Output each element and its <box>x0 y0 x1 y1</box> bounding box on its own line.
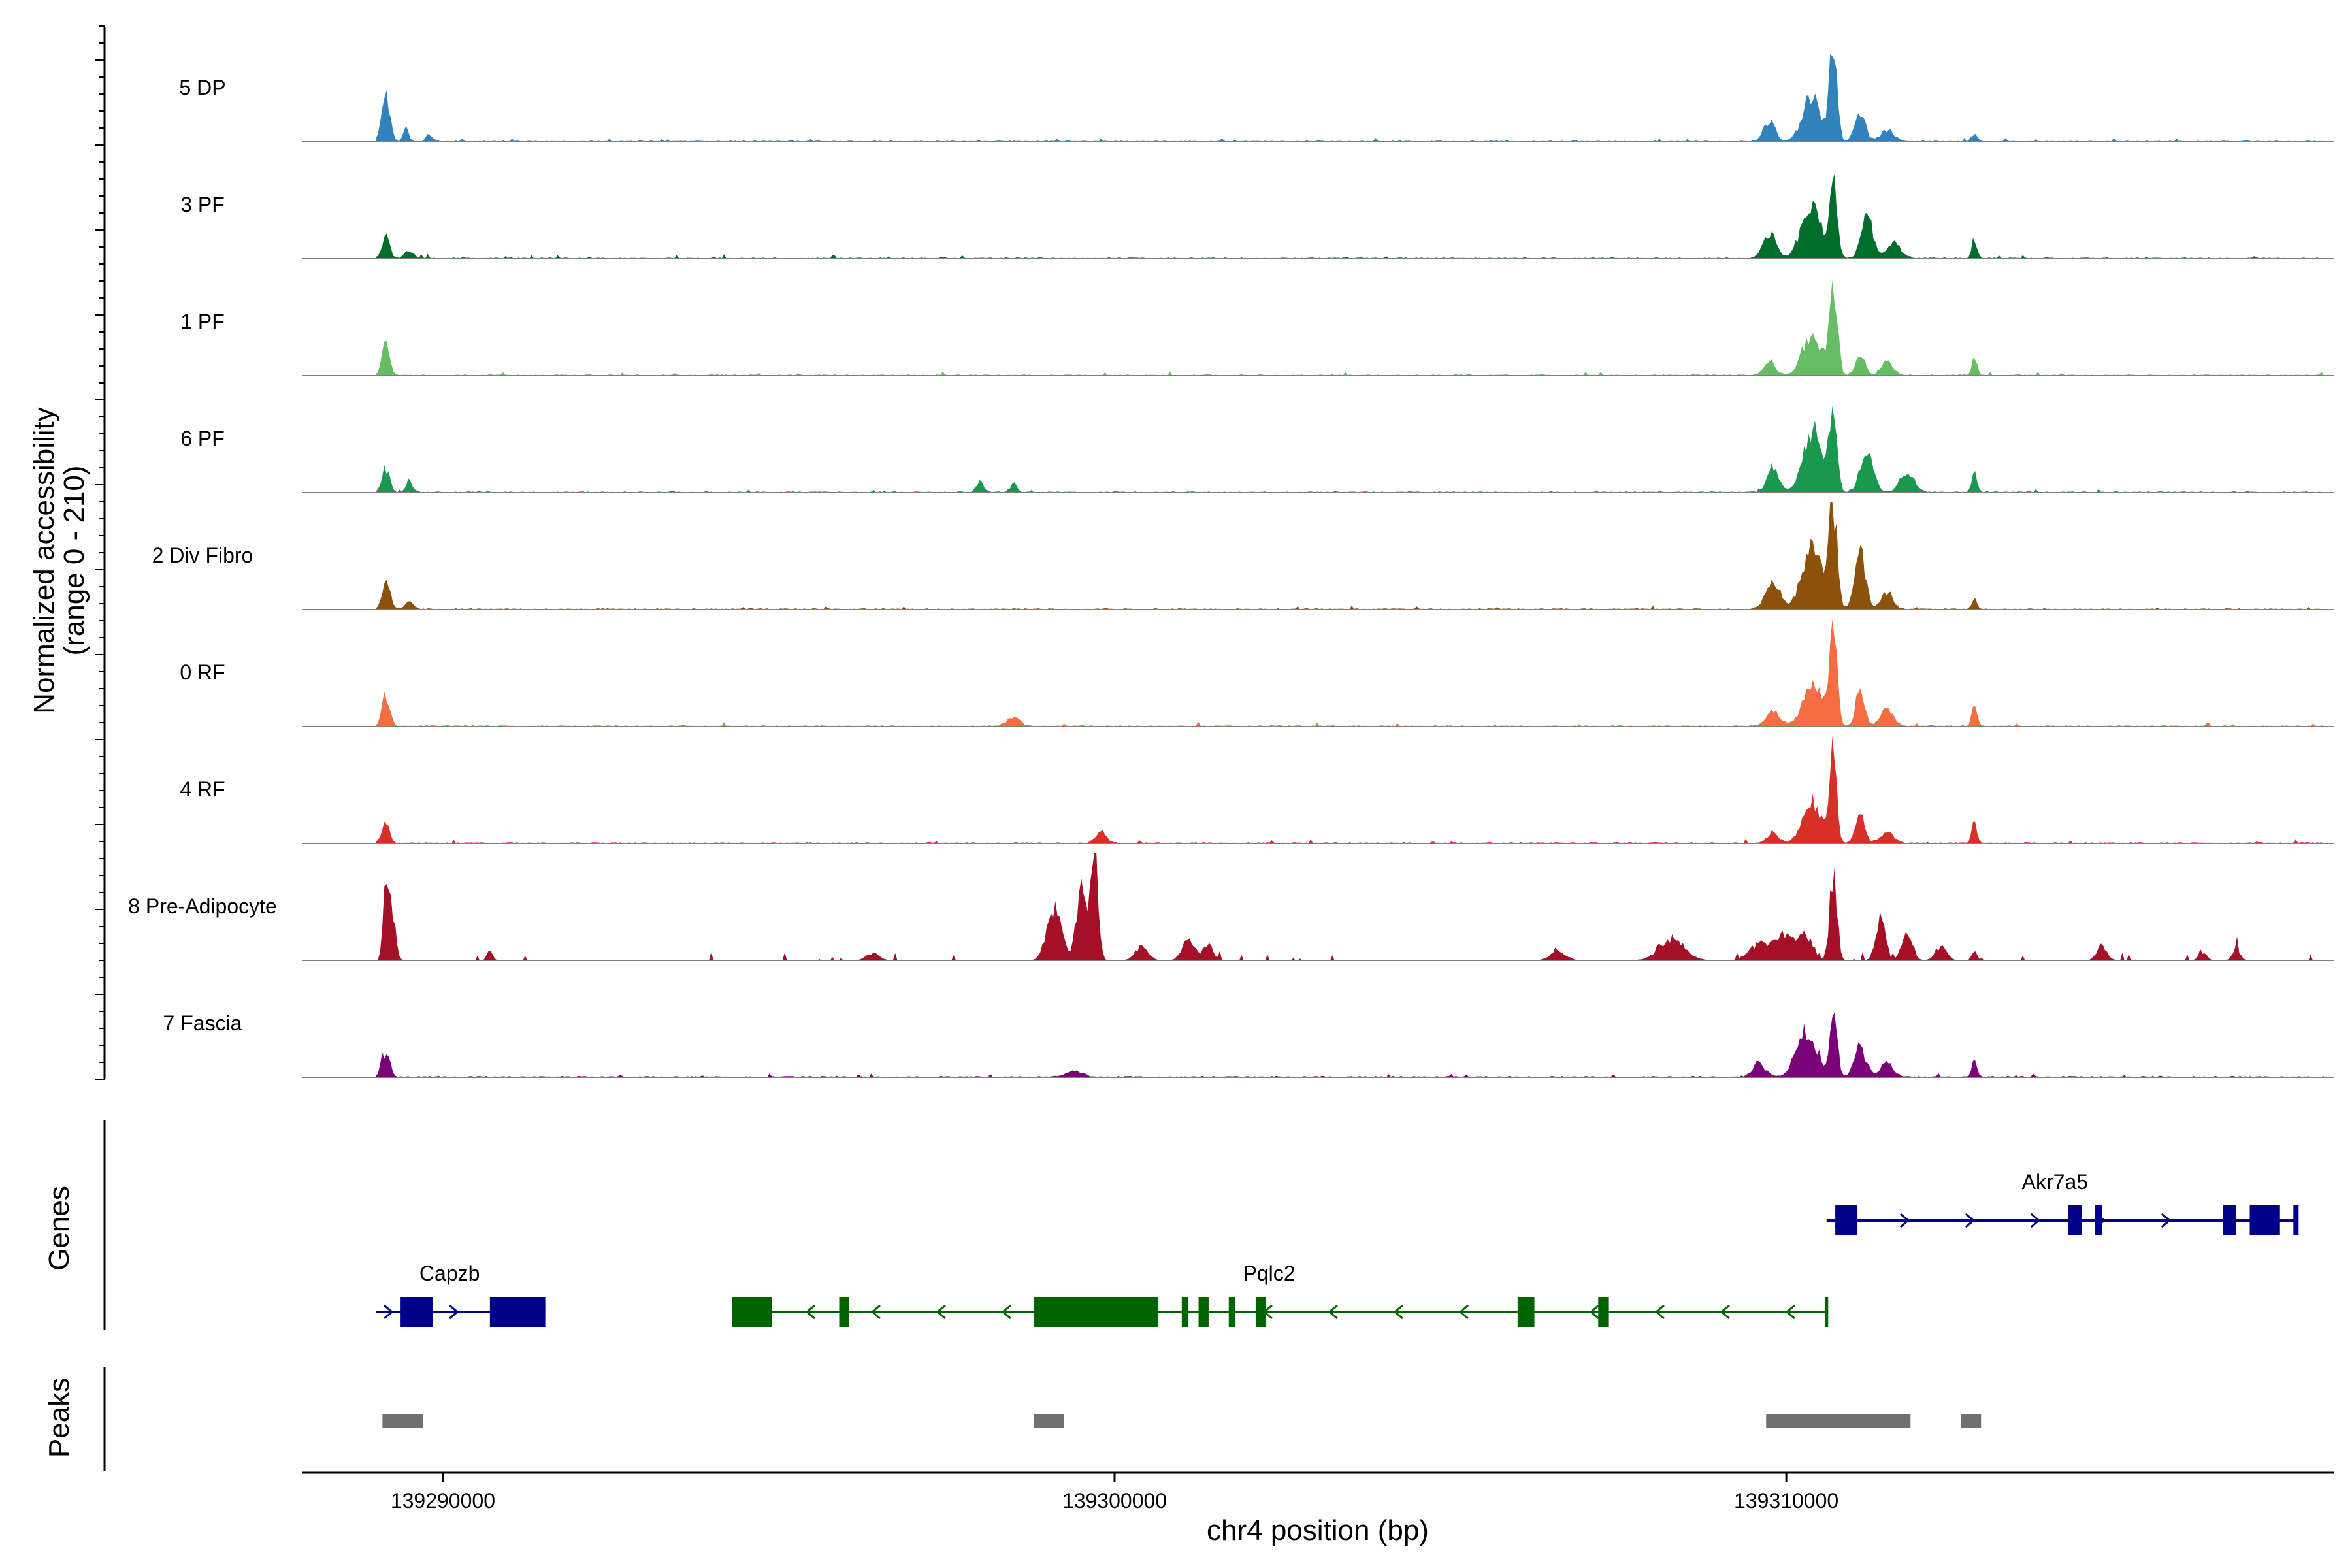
track-label: 7 Fascia <box>163 1011 242 1035</box>
x-tick-label: 139310000 <box>1734 1489 1838 1512</box>
strand-arrow <box>384 1304 394 1320</box>
genes-panel-label: Genes <box>43 1186 75 1271</box>
track-7-fascia: 7 Fascia <box>163 1011 2334 1078</box>
exon <box>731 1297 772 1327</box>
exon <box>2068 1205 2082 1235</box>
coverage-area <box>376 406 2324 493</box>
coverage-area <box>376 280 2324 376</box>
track-label: 6 PF <box>180 427 225 450</box>
exon <box>2223 1205 2236 1235</box>
exon <box>1228 1297 1236 1327</box>
track-label: 5 DP <box>179 76 225 99</box>
coverage-area <box>376 1013 2324 1077</box>
track-6-pf: 6 PF <box>180 406 2334 493</box>
track-8-pre-adipocyte: 8 Pre-Adipocyte <box>128 853 2334 961</box>
strand-arrow <box>1328 1304 1338 1320</box>
gene-akr7a5: Akr7a5 <box>1826 1170 2299 1235</box>
track-label: 8 Pre-Adipocyte <box>128 894 277 918</box>
exon <box>489 1297 544 1327</box>
coverage-area <box>376 54 2324 142</box>
exon <box>2249 1205 2280 1235</box>
strand-arrow <box>1899 1213 1910 1228</box>
strand-arrow <box>2030 1213 2041 1228</box>
exon <box>1598 1297 1609 1327</box>
exon <box>1034 1297 1158 1327</box>
track-4-rf: 4 RF <box>180 736 2334 844</box>
track-1-pf: 1 PF <box>180 280 2334 376</box>
exon <box>1198 1297 1209 1327</box>
x-tick-label: 139300000 <box>1062 1489 1167 1512</box>
gene-pqlc2: Pqlc2 <box>731 1262 1829 1327</box>
exon <box>839 1297 849 1327</box>
axes: 139290000 139300000 139310000 <box>95 25 2334 1512</box>
track-label: 3 PF <box>180 193 225 216</box>
strand-arrow <box>1001 1304 1011 1320</box>
y-axis-title-line2: (range 0 - 210) <box>58 465 90 655</box>
track-label: 0 RF <box>180 661 225 684</box>
peak-region <box>1766 1414 1911 1428</box>
strand-arrow <box>1965 1213 1976 1228</box>
strand-arrow <box>870 1304 881 1320</box>
track-label: 1 PF <box>180 310 225 333</box>
gene-capzb: Capzb <box>376 1262 546 1327</box>
exon <box>2095 1205 2102 1235</box>
y-axis-title-line1: Normalized accessibility <box>28 407 60 713</box>
peak-region <box>1034 1414 1064 1428</box>
coverage-tracks: 5 DP 3 PF 1 PF 6 PF 2 Div Fibro 0 RF 4 RF 8 Pre… <box>128 54 2334 1078</box>
coverage-area <box>376 619 2324 727</box>
exon <box>1835 1205 1858 1235</box>
strand-arrow <box>1720 1304 1730 1320</box>
strand-arrow <box>1393 1304 1403 1320</box>
strand-arrow <box>449 1304 459 1320</box>
exon <box>400 1297 433 1327</box>
x-tick-label: 139290000 <box>391 1489 495 1512</box>
strand-arrow <box>1785 1304 1795 1320</box>
gene-label: Capzb <box>419 1262 480 1285</box>
coverage-area <box>376 502 2324 610</box>
track-0-rf: 0 RF <box>180 619 2334 727</box>
gene-label: Akr7a5 <box>2022 1170 2088 1194</box>
genes-panel: Capzb Pqlc2 Akr7a5 <box>376 1170 2299 1327</box>
track-5-dp: 5 DP <box>179 54 2334 142</box>
track-2-div-fibro: 2 Div Fibro <box>152 502 2334 610</box>
track-label: 2 Div Fibro <box>152 544 253 567</box>
track-3-pf: 3 PF <box>180 174 2334 259</box>
peaks-panel <box>382 1414 1982 1428</box>
exon <box>1181 1297 1189 1327</box>
strand-arrow <box>805 1304 815 1320</box>
strand-arrow <box>936 1304 946 1320</box>
x-axis-title: chr4 position (bp) <box>1207 1514 1429 1546</box>
exon <box>1517 1297 1535 1327</box>
gene-label: Pqlc2 <box>1243 1262 1295 1285</box>
peak-region <box>382 1414 423 1428</box>
strand-arrow <box>1458 1304 1469 1320</box>
coverage-area <box>376 853 2324 960</box>
strand-arrow <box>1654 1304 1665 1320</box>
peak-region <box>1961 1414 1982 1428</box>
peaks-panel-label: Peaks <box>43 1378 75 1458</box>
exon <box>1255 1297 1266 1327</box>
track-label: 4 RF <box>180 777 225 801</box>
coverage-area <box>376 736 2324 843</box>
strand-arrow <box>1589 1304 1599 1320</box>
coverage-area <box>376 174 2324 259</box>
strand-arrow <box>2161 1213 2172 1228</box>
